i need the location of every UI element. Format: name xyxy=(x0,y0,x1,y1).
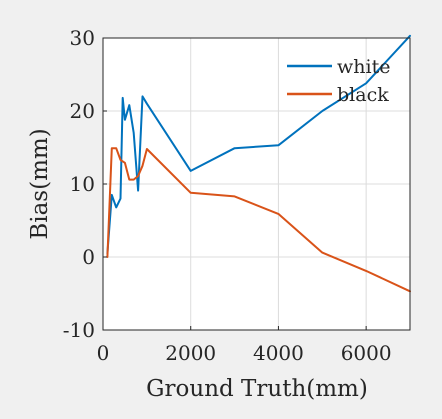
series-line-white xyxy=(106,34,411,255)
x-tick-label: 6000 xyxy=(341,341,392,365)
x-axis-label: Ground Truth(mm) xyxy=(146,376,368,402)
y-tick-label: -10 xyxy=(63,318,95,342)
legend-label-white: white xyxy=(337,56,390,78)
legend: white black xyxy=(287,56,390,106)
y-tick-label: 30 xyxy=(70,26,95,50)
series-line-black xyxy=(106,147,411,293)
y-tick-label: 0 xyxy=(82,245,95,269)
x-tick-label: 2000 xyxy=(165,341,216,365)
legend-label-black: black xyxy=(337,84,389,106)
y-tick-label: 20 xyxy=(70,99,95,123)
series-lines xyxy=(106,34,411,293)
y-tick-label: 10 xyxy=(70,172,95,196)
x-tick-label: 4000 xyxy=(253,341,304,365)
x-tick-label: 0 xyxy=(97,341,110,365)
y-axis-label: Bias(mm) xyxy=(27,128,53,239)
